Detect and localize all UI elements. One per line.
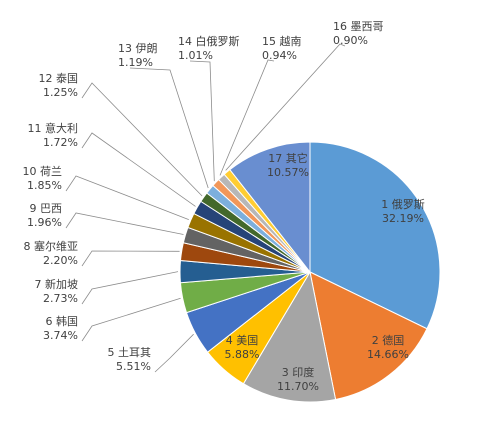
slice-value-14: 1.01% xyxy=(178,49,213,62)
slice-label-5: 5 土耳其 xyxy=(108,346,152,359)
pie-slice-1 xyxy=(309,141,441,330)
slice-value-10: 1.85% xyxy=(27,179,62,192)
slice-label-13: 13 伊朗 xyxy=(118,42,158,55)
slice-value-6: 3.74% xyxy=(43,329,78,342)
leader-line-5 xyxy=(154,333,194,373)
slice-value-16: 0.90% xyxy=(333,34,368,47)
slice-value-4: 5.88% xyxy=(225,348,260,361)
leader-line-12 xyxy=(81,82,203,197)
leader-line-11 xyxy=(81,132,196,207)
slice-label-11: 11 意大利 xyxy=(28,121,79,135)
slice-label-16: 16 墨西哥 xyxy=(333,20,384,33)
leader-line-10 xyxy=(65,175,189,220)
slice-label-14: 14 白俄罗斯 xyxy=(178,34,240,48)
pie-slice-2 xyxy=(309,271,428,401)
slice-label-1: 1 俄罗斯 xyxy=(381,198,425,211)
slice-label-4: 4 美国 xyxy=(226,334,259,347)
leader-line-16 xyxy=(225,43,346,171)
slice-value-1: 32.19% xyxy=(382,212,424,225)
slice-value-12: 1.25% xyxy=(43,86,78,99)
slice-value-9: 1.96% xyxy=(27,216,62,229)
slice-label-17: 17 其它 xyxy=(268,151,308,165)
slice-value-5: 5.51% xyxy=(116,360,151,373)
slice-label-9: 9 巴西 xyxy=(30,202,63,215)
slice-value-2: 14.66% xyxy=(367,348,409,361)
slice-label-2: 2 德国 xyxy=(372,333,405,347)
pie-slices xyxy=(179,141,441,403)
slice-label-3: 3 印度 xyxy=(282,365,315,379)
slice-value-8: 2.20% xyxy=(43,254,78,267)
leader-line-8 xyxy=(81,250,180,267)
pie-slice-17 xyxy=(229,141,311,274)
leader-line-14 xyxy=(189,60,215,182)
leader-lines xyxy=(65,43,346,373)
slice-value-3: 11.70% xyxy=(277,380,319,393)
slice-label-10: 10 荷兰 xyxy=(23,165,63,178)
slice-label-15: 15 越南 xyxy=(262,34,302,48)
pie-slice-3 xyxy=(242,270,337,403)
leader-line-6 xyxy=(81,297,181,342)
slice-value-15: 0.94% xyxy=(262,49,297,62)
slice-label-6: 6 韩国 xyxy=(46,314,79,328)
slice-label-7: 7 新加坡 xyxy=(35,277,79,291)
slice-value-17: 10.57% xyxy=(267,166,309,179)
slice-label-12: 12 泰国 xyxy=(39,71,79,85)
leader-line-9 xyxy=(65,212,184,235)
leader-line-15 xyxy=(219,59,275,176)
leader-line-7 xyxy=(81,271,179,305)
slice-value-13: 1.19% xyxy=(118,56,153,69)
slice-value-11: 1.72% xyxy=(43,136,78,149)
slice-label-8: 8 塞尔维亚 xyxy=(24,239,79,253)
slice-value-7: 2.73% xyxy=(43,292,78,305)
leader-line-13 xyxy=(129,67,209,189)
